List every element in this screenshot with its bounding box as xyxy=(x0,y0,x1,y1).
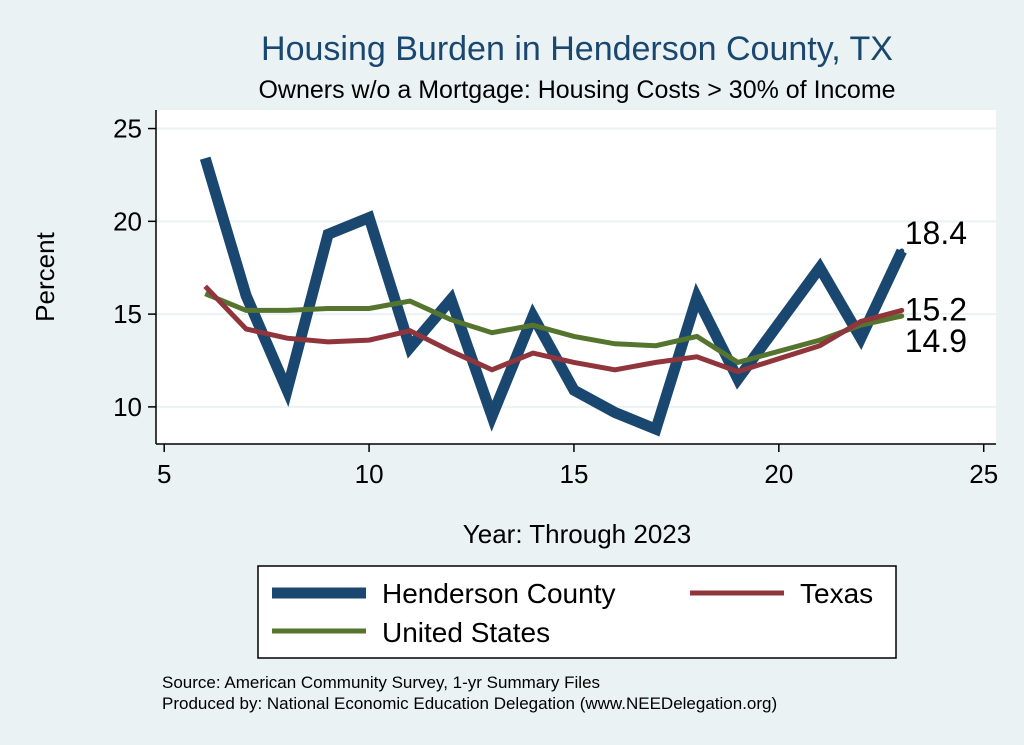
series-end-point-henderson-county xyxy=(899,248,905,254)
series-end-point-united-states xyxy=(899,313,905,319)
y-ticks: 10 15 20 25 xyxy=(113,114,156,422)
y-tick-label-10: 10 xyxy=(113,392,142,422)
legend-label-texas: Texas xyxy=(800,578,873,609)
chart-subtitle: Owners w/o a Mortgage: Housing Costs > 3… xyxy=(258,76,895,104)
series-line-henderson-county xyxy=(199,156,907,437)
x-tick-label-10: 10 xyxy=(355,459,384,489)
x-tick-label-5: 5 xyxy=(157,459,171,489)
legend-label-henderson-county: Henderson County xyxy=(382,578,615,609)
legend-label-united-states: United States xyxy=(382,617,550,648)
y-axis-title: Percent xyxy=(30,231,60,321)
end-label-henderson-county: 18.4 xyxy=(905,215,967,251)
x-axis-title: Year: Through 2023 xyxy=(463,519,691,549)
source-note: Source: American Community Survey, 1-yr … xyxy=(162,673,600,692)
x-tick-label-25: 25 xyxy=(969,459,998,489)
series-line-texas xyxy=(203,284,903,375)
end-label-united-states: 14.9 xyxy=(905,323,967,359)
x-tick-label-20: 20 xyxy=(764,459,793,489)
series-layer xyxy=(199,156,907,437)
x-ticks: 5 10 15 20 25 xyxy=(157,444,998,489)
y-tick-label-20: 20 xyxy=(113,206,142,236)
legend-box xyxy=(257,565,897,659)
y-tick-label-25: 25 xyxy=(113,114,142,144)
series-end-point-texas xyxy=(899,307,905,313)
end-labels: 18.4 15.214.9 xyxy=(905,215,967,359)
legend: Henderson County Texas United States xyxy=(257,565,897,659)
series-line-united-states xyxy=(204,291,903,366)
y-tick-label-15: 15 xyxy=(113,299,142,329)
gridlines xyxy=(156,127,996,408)
produced-by-note: Produced by: National Economic Education… xyxy=(162,694,777,713)
chart-title: Housing Burden in Henderson County, TX xyxy=(261,30,893,68)
x-tick-label-15: 15 xyxy=(559,459,588,489)
end-label-texas: 15.2 xyxy=(905,291,967,327)
